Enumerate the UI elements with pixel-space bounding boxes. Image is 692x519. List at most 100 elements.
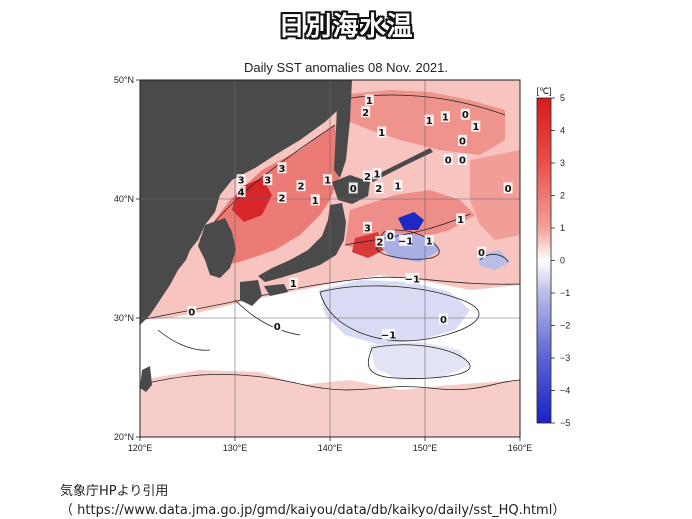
contour-label: −1: [381, 330, 396, 341]
lat-tick-label: 20°N: [114, 432, 134, 442]
contour-label: 1: [366, 96, 373, 107]
contour-label-bg: [296, 180, 306, 192]
contour-label-bg: [439, 313, 448, 325]
contour-label-bg: [443, 153, 453, 165]
cool-region-south: [370, 342, 470, 380]
land-sakhalin: [334, 80, 352, 178]
credit-url: （ https://www.data.jma.go.jp/gmd/kaiyou/…: [60, 503, 566, 518]
contour-label: −1: [398, 236, 413, 247]
contour-label: 0: [459, 136, 466, 147]
contour-label-bg: [372, 168, 382, 180]
contour-label-bg: [361, 106, 371, 118]
land-korea: [198, 218, 236, 278]
lat-tick-label: 40°N: [114, 194, 134, 204]
colorbar-tick-label: −5: [560, 418, 570, 428]
contour-label: 1: [426, 236, 433, 247]
contour-label-bg: [375, 236, 385, 248]
contour-label-bg: [471, 120, 481, 132]
contour-label-bg: [348, 182, 358, 194]
contour-label-bg: [288, 277, 298, 289]
contour-label-bg: [385, 230, 395, 242]
land-taiwan: [140, 366, 152, 392]
contour-label: 3: [364, 223, 371, 234]
contour-label: 0: [459, 155, 466, 166]
map-title: Daily SST anomalies 08 Nov. 2021.: [243, 60, 448, 75]
lon-tick-label: 150°E: [413, 443, 438, 453]
contour-label: 0: [445, 155, 452, 166]
lat-tick-label: 50°N: [114, 75, 134, 85]
contour-label: 2: [279, 194, 286, 205]
contour-label-bg: [363, 170, 372, 182]
axis-ticks: 120°E 130°E 140°E 150°E 160°E 50°N 40°N 30°N 20°…: [114, 75, 532, 453]
colorbar-tick-label: 5: [560, 93, 565, 103]
contour-label-bg: [187, 306, 197, 318]
contour-label: 2: [375, 184, 382, 195]
contour-label: 0: [505, 184, 512, 195]
lon-tick-label: 130°E: [223, 443, 248, 453]
land-kurils: [370, 148, 433, 182]
colorbar-tick-label: 4: [560, 126, 565, 136]
colorbar-tick-label: 3: [560, 158, 565, 168]
land-shikoku: [264, 284, 288, 296]
land-kyushu: [240, 280, 262, 306]
lat-tick-label: 30°N: [114, 313, 134, 323]
contour-label-bg: [458, 153, 467, 165]
colorbar-tick-label: −4: [560, 386, 570, 396]
graticule: [140, 80, 520, 437]
contour-label: 1: [394, 182, 401, 193]
cool-region-central: [320, 280, 470, 345]
land: [140, 80, 433, 392]
colorbar-tick-label: −3: [560, 353, 570, 363]
contour-label-bg: [263, 174, 273, 186]
contour-label: 1: [442, 113, 449, 124]
contour-label: 2: [298, 182, 305, 193]
contour-label-bg: [364, 94, 374, 106]
contour-label: 2: [364, 172, 371, 183]
land-asia: [140, 80, 340, 325]
land-honshu: [258, 203, 346, 282]
contour-label-bg: [236, 174, 246, 186]
colorbar-unit: [℃]: [536, 86, 551, 96]
contour-label: 0: [274, 322, 281, 333]
contour-label-bg: [477, 246, 486, 258]
contour-label-bg: [272, 320, 282, 332]
contour-label-bg: [456, 213, 466, 225]
contour-label-bg: [310, 194, 320, 206]
contour-label-bg: [503, 182, 513, 194]
page-title: 日別海水温: [278, 12, 414, 42]
colorbar-tick-label: 0: [560, 256, 565, 266]
contour-label-bg: [424, 234, 434, 246]
colorbar-tick-label: −2: [560, 321, 570, 331]
lon-tick-label: 120°E: [128, 443, 153, 453]
warm-region-east: [470, 150, 520, 240]
contour-label: 2: [362, 108, 369, 119]
credit-source: 気象庁HPより引用: [60, 484, 169, 499]
contour-label: 3: [238, 176, 245, 187]
contour-label-bg: [236, 186, 246, 198]
contour-label-bg: [393, 180, 403, 192]
contour-label: 0: [462, 110, 469, 121]
contour-label-bg: [374, 182, 384, 194]
contour-label: 0: [188, 308, 195, 319]
contour-label-bg: [323, 174, 333, 186]
contour-label-bg: [377, 126, 387, 138]
contour-label-bg: [277, 162, 287, 174]
contour-label: 0: [440, 315, 447, 326]
contour-label: 0: [478, 248, 485, 259]
contour-label-bg: [399, 234, 413, 246]
contour-label: 1: [378, 128, 385, 139]
contour-label: 1: [472, 122, 479, 133]
contour-label: 1: [426, 116, 433, 127]
contour-label: 1: [374, 170, 381, 181]
contour-label: 0: [350, 184, 357, 195]
contour-label: 3: [279, 164, 286, 175]
contour-label: 1: [312, 196, 319, 207]
contour-label-bg: [460, 108, 470, 120]
contour-label: 2: [376, 238, 383, 249]
contour-label-bg: [424, 114, 434, 126]
cold-eddy: [398, 212, 424, 230]
contour-label-bg: [458, 134, 467, 146]
contour-label-bg: [440, 111, 450, 123]
